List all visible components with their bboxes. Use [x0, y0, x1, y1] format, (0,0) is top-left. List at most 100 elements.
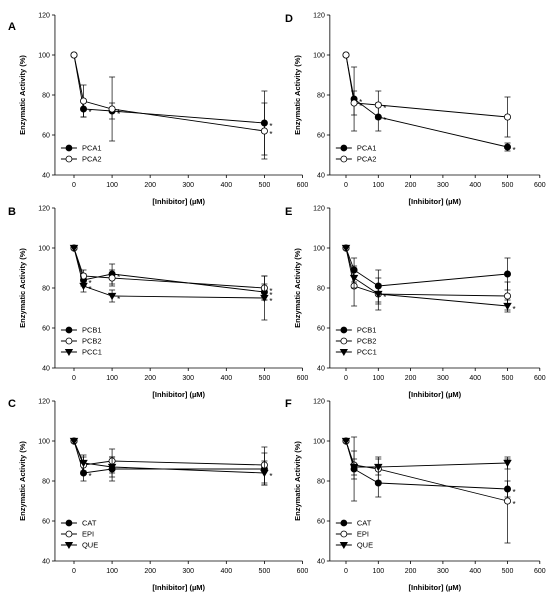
panel-letter: B [8, 206, 16, 218]
data-point [349, 463, 359, 472]
legend: CAT EPI QUE [60, 519, 98, 550]
legend: CAT EPI QUE [335, 519, 373, 550]
legend-marker [340, 530, 348, 538]
x-tick-label: 200 [144, 375, 156, 382]
series-que: * [69, 437, 273, 486]
x-tick-label: 100 [372, 182, 384, 189]
x-tick-label: 400 [220, 182, 232, 189]
x-axis-label: [Inhibitor] (µM) [409, 197, 462, 206]
y-tick-label: 40 [42, 366, 50, 373]
y-tick-label: 80 [317, 479, 325, 486]
y-tick-label: 100 [313, 246, 325, 253]
series-line [345, 440, 508, 502]
significance-marker: * [269, 122, 272, 131]
legend-marker [340, 155, 348, 163]
x-tick-label: 200 [405, 375, 417, 382]
y-axis-label: Enzymatic Activity (%) [293, 248, 302, 328]
series-que [341, 437, 512, 476]
series-line [73, 440, 265, 474]
x-tick-label: 500 [259, 182, 271, 189]
legend-marker [65, 530, 73, 538]
series-line [73, 247, 265, 293]
data-point [107, 463, 117, 472]
x-tick-label: 200 [144, 568, 156, 575]
series-line [73, 247, 265, 299]
x-tick-label: 500 [259, 375, 271, 382]
y-tick-label: 120 [313, 206, 325, 213]
data-point [503, 292, 511, 300]
legend-marker [64, 348, 74, 357]
series-pca1: *** [342, 51, 516, 155]
y-axis-label: Enzymatic Activity (%) [293, 441, 302, 521]
significance-marker: * [117, 110, 120, 119]
legend-marker [339, 348, 348, 357]
x-tick-label: 300 [182, 182, 194, 189]
legend-entry: PCB2 [82, 337, 102, 346]
y-tick-label: 100 [38, 246, 50, 253]
chart-panel-c: 40 60 80 100 120 0 100 200 300 400 500 600 [Inhibito… [8, 398, 308, 592]
x-tick-label: 200 [405, 568, 417, 575]
x-tick-label: 600 [297, 375, 309, 382]
legend: PCA1 PCA2 [60, 144, 102, 164]
legend-entry: PCC1 [357, 348, 377, 357]
legend-entry: EPI [357, 530, 369, 539]
data-point [349, 274, 359, 283]
panel-letter: D [285, 13, 293, 25]
x-tick-label: 200 [405, 182, 417, 189]
y-tick-label: 60 [317, 519, 325, 526]
legend-marker [65, 155, 73, 163]
y-tick-label: 100 [38, 439, 50, 446]
data-point [374, 463, 383, 472]
series-line [73, 54, 265, 132]
chart-panel-a: 40 60 80 100 120 0 100 200 300 400 500 600 [Inhibito… [8, 13, 308, 207]
y-tick-label: 60 [317, 326, 325, 333]
legend: PCA1 PCA2 [335, 144, 376, 164]
y-axis-label: Enzymatic Activity (%) [18, 248, 27, 328]
legend-entry: QUE [82, 541, 98, 550]
significance-marker: * [269, 130, 272, 139]
y-tick-label: 80 [317, 93, 325, 100]
series-pca2: ** [70, 51, 273, 160]
significance-marker: * [89, 285, 92, 294]
y-tick-label: 80 [42, 479, 50, 486]
legend-marker [65, 519, 73, 527]
x-tick-label: 0 [344, 375, 348, 382]
data-point [79, 282, 88, 291]
x-tick-label: 300 [182, 568, 194, 575]
legend: PCB1 PCB2 PCC1 [60, 326, 102, 357]
y-tick-label: 100 [38, 53, 50, 60]
legend-entry: EPI [82, 530, 94, 539]
significance-marker: * [117, 295, 120, 304]
legend-marker [65, 326, 73, 334]
data-point [341, 437, 351, 446]
x-tick-label: 0 [72, 182, 76, 189]
x-tick-label: 400 [469, 568, 481, 575]
legend-marker [65, 144, 73, 152]
legend-entry: QUE [357, 541, 373, 550]
series-cat: * [70, 437, 268, 486]
significance-marker: * [269, 287, 272, 296]
data-point [503, 497, 511, 505]
data-point [108, 274, 116, 282]
x-tick-label: 300 [437, 375, 449, 382]
x-axis-label: [Inhibitor] (µM) [409, 583, 462, 592]
data-point [374, 290, 383, 299]
significance-marker: * [513, 488, 516, 497]
y-tick-label: 100 [313, 53, 325, 60]
significance-marker: * [269, 472, 272, 481]
y-tick-label: 40 [317, 366, 325, 373]
series-line [345, 54, 508, 148]
y-axis-label: Enzymatic Activity (%) [293, 55, 302, 135]
legend-marker [340, 519, 348, 527]
legend-marker [340, 326, 348, 334]
legend-marker [340, 144, 348, 152]
significance-marker: * [383, 104, 386, 113]
legend: PCB1 PCB2 PCC1 [335, 326, 377, 357]
panel-letter: A [8, 21, 16, 33]
x-tick-label: 600 [534, 182, 546, 189]
x-axis-label: [Inhibitor] (µM) [152, 390, 205, 399]
x-tick-label: 100 [106, 375, 118, 382]
data-point [69, 244, 79, 253]
y-tick-label: 100 [313, 439, 325, 446]
